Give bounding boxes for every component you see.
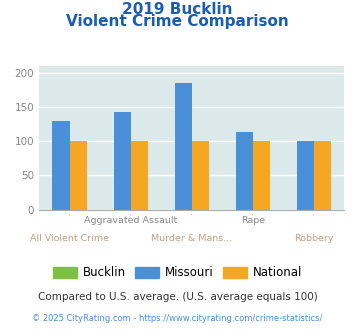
Text: Robbery: Robbery xyxy=(294,234,334,243)
Bar xyxy=(114,112,131,210)
Bar xyxy=(253,141,270,210)
Bar xyxy=(314,141,331,210)
Text: Compared to U.S. average. (U.S. average equals 100): Compared to U.S. average. (U.S. average … xyxy=(38,292,317,302)
Text: Violent Crime Comparison: Violent Crime Comparison xyxy=(66,14,289,29)
Bar xyxy=(131,141,148,210)
Legend: Bucklin, Missouri, National: Bucklin, Missouri, National xyxy=(48,262,307,284)
Text: Murder & Mans...: Murder & Mans... xyxy=(151,234,232,243)
Text: 2019 Bucklin: 2019 Bucklin xyxy=(122,2,233,16)
Bar xyxy=(175,83,192,210)
Bar xyxy=(53,121,70,210)
Text: © 2025 CityRating.com - https://www.cityrating.com/crime-statistics/: © 2025 CityRating.com - https://www.city… xyxy=(32,314,323,323)
Bar xyxy=(70,141,87,210)
Text: Aggravated Assault: Aggravated Assault xyxy=(84,216,177,225)
Bar xyxy=(297,141,314,210)
Text: All Violent Crime: All Violent Crime xyxy=(30,234,109,243)
Bar xyxy=(236,132,253,210)
Text: Rape: Rape xyxy=(241,216,265,225)
Bar xyxy=(192,141,209,210)
